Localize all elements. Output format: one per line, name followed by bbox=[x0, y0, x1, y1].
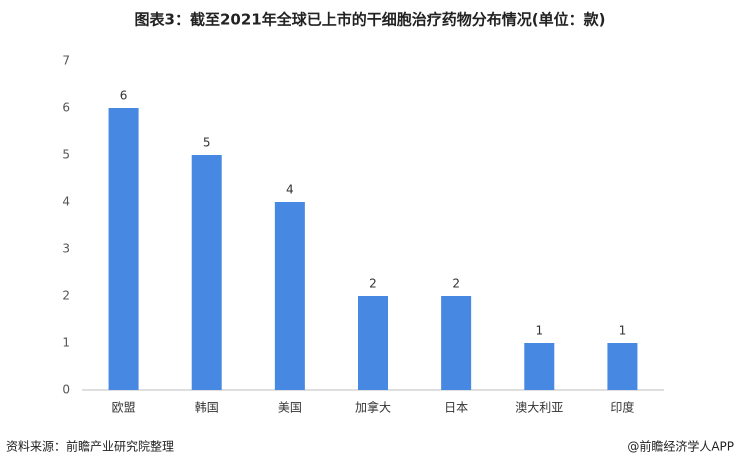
y-tick-label: 6 bbox=[62, 101, 70, 115]
data-label: 6 bbox=[120, 89, 128, 103]
x-tick-label: 加拿大 bbox=[355, 400, 391, 415]
data-label: 1 bbox=[535, 324, 543, 338]
bar bbox=[274, 202, 305, 390]
y-tick-label: 0 bbox=[62, 383, 70, 397]
y-tick-label: 2 bbox=[62, 289, 70, 303]
chart-title: 图表3：截至2021年全球已上市的干细胞治疗药物分布情况(单位：款) bbox=[135, 11, 606, 29]
bar bbox=[441, 296, 472, 390]
data-label: 1 bbox=[619, 324, 627, 338]
source-note: 资料来源：前瞻产业研究院整理 bbox=[6, 439, 174, 454]
y-tick-label: 4 bbox=[62, 195, 70, 209]
x-tick-label: 韩国 bbox=[195, 400, 219, 415]
y-tick-label: 3 bbox=[62, 242, 70, 256]
bar bbox=[524, 343, 555, 390]
bar bbox=[191, 155, 222, 390]
data-label: 4 bbox=[286, 183, 294, 197]
data-label: 5 bbox=[203, 136, 211, 150]
y-tick-label: 5 bbox=[62, 148, 70, 162]
bar bbox=[607, 343, 638, 390]
x-tick-label: 印度 bbox=[610, 400, 634, 415]
y-tick-label: 7 bbox=[62, 54, 70, 68]
y-tick-label: 1 bbox=[62, 336, 70, 350]
credit: @前瞻经济学人APP bbox=[627, 439, 734, 454]
x-tick-label: 澳大利亚 bbox=[515, 401, 563, 415]
data-label: 2 bbox=[452, 277, 460, 291]
bar bbox=[358, 296, 388, 390]
bar bbox=[108, 108, 139, 390]
x-tick-label: 美国 bbox=[278, 401, 302, 415]
data-label: 2 bbox=[369, 277, 377, 291]
x-tick-label: 欧盟 bbox=[112, 401, 136, 415]
x-tick-label: 日本 bbox=[444, 401, 468, 415]
